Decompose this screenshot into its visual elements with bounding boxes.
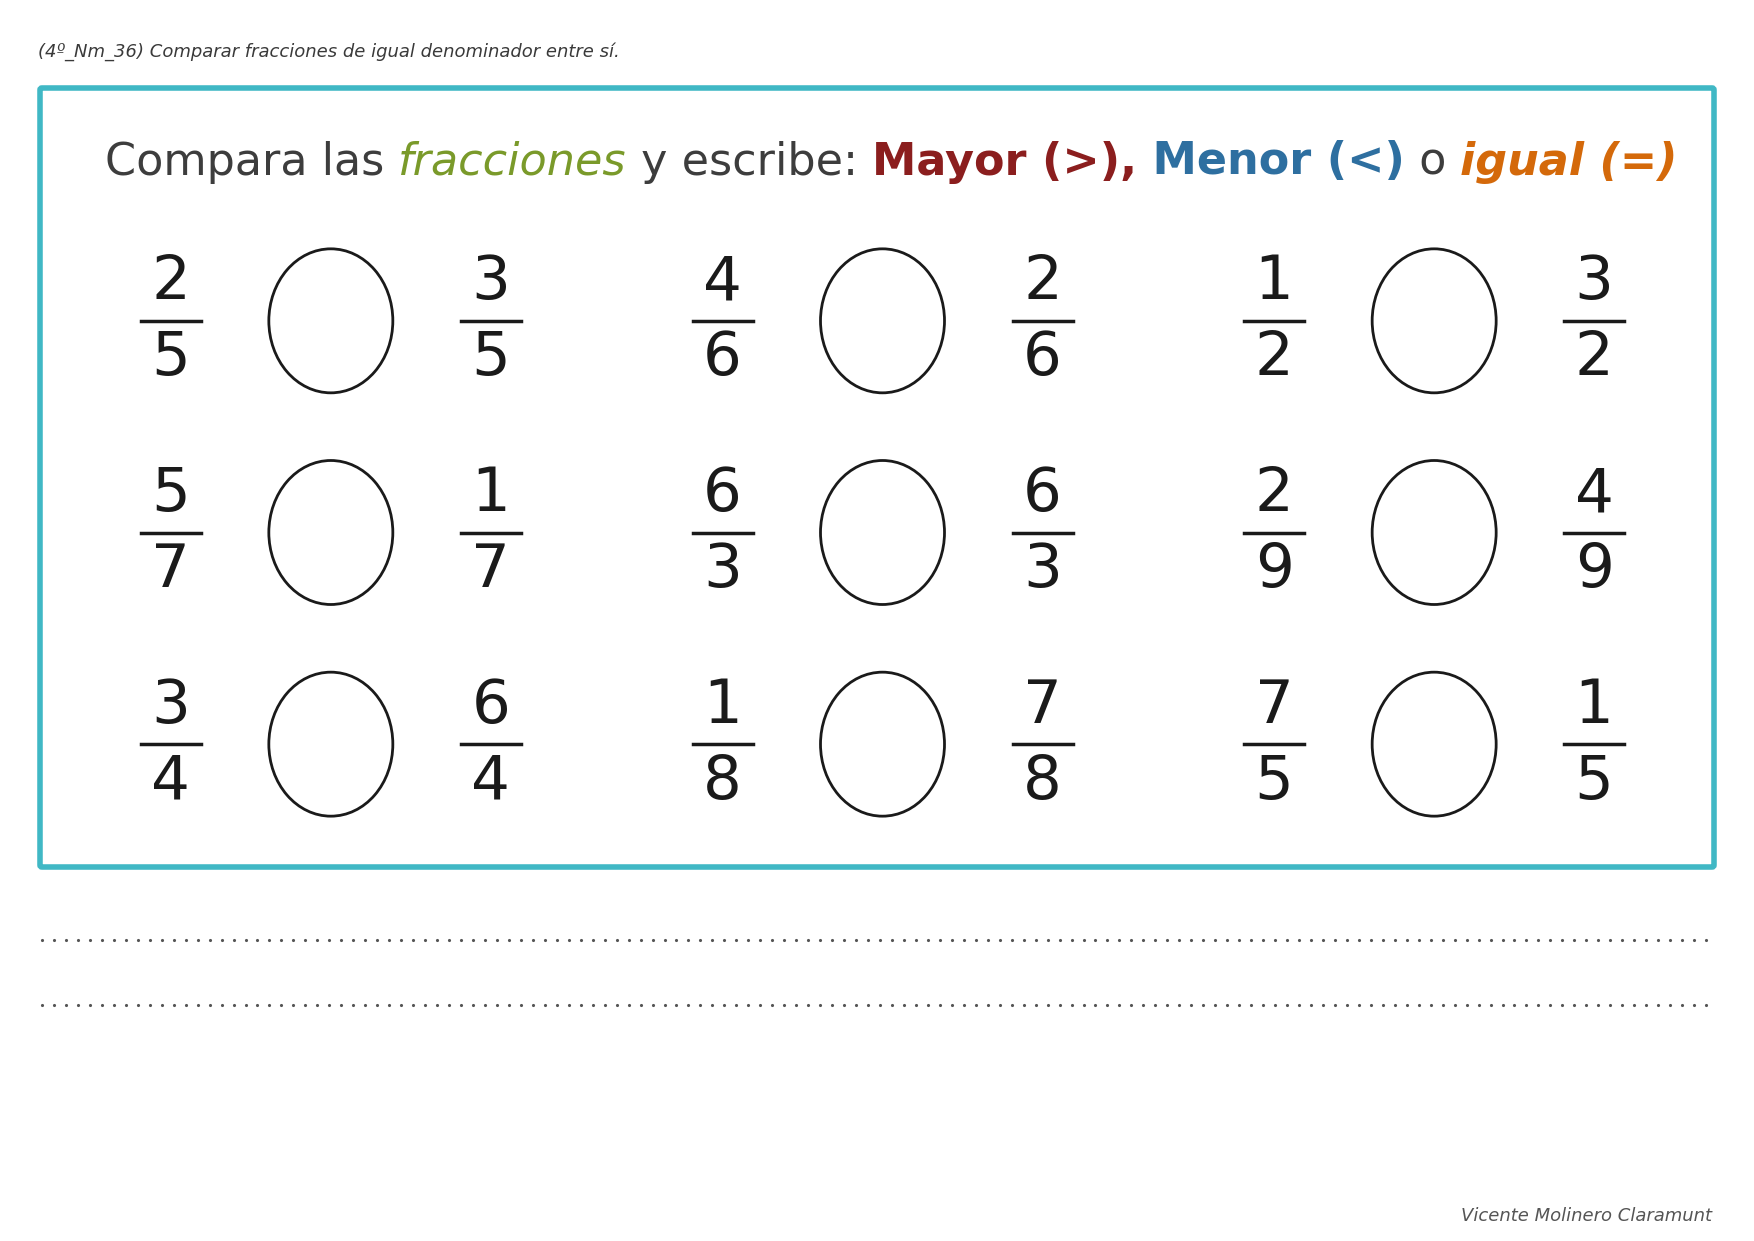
Text: 3: 3 (151, 676, 189, 736)
Text: igual (=): igual (=) (1461, 140, 1679, 184)
Text: Menor (<): Menor (<) (1137, 140, 1405, 184)
Text: 1: 1 (472, 465, 510, 524)
Text: (4º_Nm_36) Comparar fracciones de igual denominador entre sí.: (4º_Nm_36) Comparar fracciones de igual … (39, 42, 619, 61)
Text: 7: 7 (1023, 676, 1061, 736)
Text: 5: 5 (1575, 753, 1614, 812)
Text: 3: 3 (703, 541, 742, 599)
Text: 3: 3 (1575, 253, 1614, 313)
Text: 2: 2 (1254, 465, 1294, 524)
Text: 7: 7 (1254, 676, 1294, 736)
Text: 2: 2 (1023, 253, 1061, 313)
FancyBboxPatch shape (40, 88, 1714, 867)
Text: 8: 8 (703, 753, 742, 812)
Text: 5: 5 (151, 329, 189, 388)
Text: 9: 9 (1575, 541, 1614, 599)
Text: 6: 6 (1023, 329, 1061, 388)
Text: 1: 1 (703, 676, 742, 736)
Text: 1: 1 (1575, 676, 1614, 736)
Text: 1: 1 (1254, 253, 1294, 313)
Text: 4: 4 (151, 753, 189, 812)
Text: 3: 3 (1023, 541, 1061, 599)
Text: 3: 3 (472, 253, 510, 313)
Text: 2: 2 (1575, 329, 1614, 388)
Text: Vicente Molinero Claramunt: Vicente Molinero Claramunt (1461, 1207, 1712, 1225)
Text: 2: 2 (1254, 329, 1294, 388)
Text: 6: 6 (703, 329, 742, 388)
Text: 9: 9 (1254, 541, 1294, 599)
Text: 5: 5 (472, 329, 510, 388)
Text: 8: 8 (1023, 753, 1061, 812)
Text: 7: 7 (151, 541, 189, 599)
Text: 6: 6 (703, 465, 742, 524)
Text: 7: 7 (472, 541, 510, 599)
Text: 5: 5 (151, 465, 189, 524)
Text: 4: 4 (703, 253, 742, 313)
Text: 4: 4 (472, 753, 510, 812)
Text: 5: 5 (1254, 753, 1294, 812)
Text: 4: 4 (1575, 465, 1614, 524)
Text: o: o (1405, 140, 1461, 184)
Text: Compara las: Compara las (105, 140, 398, 184)
Text: 6: 6 (1023, 465, 1061, 524)
Text: y escribe:: y escribe: (626, 140, 872, 184)
Text: 2: 2 (151, 253, 189, 313)
Text: fracciones: fracciones (398, 140, 626, 184)
Text: 6: 6 (472, 676, 510, 736)
Text: Mayor (>),: Mayor (>), (872, 140, 1137, 184)
